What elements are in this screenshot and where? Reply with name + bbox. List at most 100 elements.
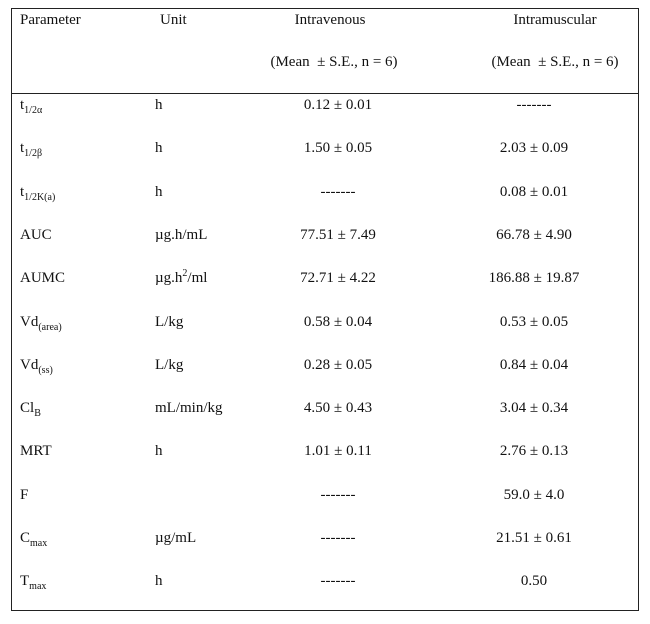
parameter-subscript: max xyxy=(30,538,48,549)
unit: h xyxy=(155,140,163,157)
parameter: Cl xyxy=(20,400,35,417)
unit: h xyxy=(155,97,163,113)
iv-value: 4.50 ± 0.43 xyxy=(303,400,373,417)
iv-value: ------- xyxy=(320,183,356,200)
im-cell: 59.0 ± 4.0 xyxy=(504,486,565,504)
iv-cell: ------- xyxy=(321,486,356,504)
parameter-cell: AUMC xyxy=(20,269,65,287)
parameter-cell: t1/2β xyxy=(20,139,43,160)
unit-cell: h xyxy=(155,139,163,157)
im-cell: 66.78 ± 4.90 xyxy=(496,226,572,244)
unit-cell: µg.h2/ml xyxy=(155,269,207,287)
im-cell: 0.84 ± 0.04 xyxy=(500,356,568,374)
parameter-cell: Vd(area) xyxy=(20,313,62,333)
iv-cell: 77.51 ± 7.49 xyxy=(300,226,376,244)
iv-cell: 1.01 ± 0.11 xyxy=(304,442,372,460)
parameter-cell: AUC xyxy=(20,226,52,244)
im-cell: 3.04 ± 0.34 xyxy=(500,399,568,417)
im-value: ------- xyxy=(516,97,552,113)
header-cell: Intramuscular xyxy=(513,11,596,29)
unit-cell: µg/mL xyxy=(155,529,196,547)
unit-rest: /ml xyxy=(187,270,208,287)
im-cell: 0.50 xyxy=(521,572,547,590)
parameter-cell: t1/2α xyxy=(20,96,43,116)
parameter-subscript: (ss) xyxy=(38,364,53,376)
parameter-subscript: 1/2α xyxy=(24,105,43,116)
iv-cell: 0.12 ± 0.01 xyxy=(304,96,372,114)
iv-cell: 1.50 ± 0.05 xyxy=(304,139,372,157)
iv-cell: ------- xyxy=(321,529,356,547)
header-cell: Intravenous xyxy=(295,11,366,29)
header-note: (Mean ± S.E., n = 6) xyxy=(491,54,619,70)
im-value: 0.08 ± 0.01 xyxy=(499,183,569,200)
parameter-cell: Vd(ss) xyxy=(20,356,53,376)
parameter: t xyxy=(20,140,25,157)
im-cell: 2.03 ± 0.09 xyxy=(500,139,568,157)
parameter-cell: t1/2K(a) xyxy=(20,183,56,203)
parameter-subscript: 1/2β xyxy=(24,148,43,160)
unit: h xyxy=(155,573,163,590)
unit: h xyxy=(155,183,163,200)
im-value: 0.53 ± 0.05 xyxy=(499,313,569,330)
parameter-cell: ClB xyxy=(20,399,41,420)
iv-cell: 0.28 ± 0.05 xyxy=(304,356,372,374)
unit-cell: h xyxy=(155,572,163,590)
unit: L/kg xyxy=(155,356,184,373)
parameter-cell: Tmax xyxy=(20,572,46,592)
parameter: Vd xyxy=(20,356,39,373)
im-value: 59.0 ± 4.0 xyxy=(503,486,565,503)
iv-cell: 72.71 ± 4.22 xyxy=(300,269,376,287)
parameter: MRT xyxy=(20,443,52,460)
header-label: Intramuscular xyxy=(513,12,597,28)
im-value: 2.76 ± 0.13 xyxy=(499,443,569,460)
im-value: 3.04 ± 0.34 xyxy=(499,400,569,417)
unit-cell: L/kg xyxy=(155,356,183,374)
iv-value: 0.58 ± 0.04 xyxy=(303,313,373,330)
iv-value: 0.28 ± 0.05 xyxy=(303,356,373,373)
header-label: Parameter xyxy=(20,12,81,28)
im-value: 21.51 ± 0.61 xyxy=(496,530,572,546)
parameter-cell: MRT xyxy=(20,442,52,460)
unit: h xyxy=(155,443,163,460)
iv-value: 77.51 ± 7.49 xyxy=(300,226,376,243)
unit-cell: L/kg xyxy=(155,313,183,331)
unit-cell: h xyxy=(155,96,163,114)
unit-superscript: 2 xyxy=(182,268,188,280)
im-value: 2.03 ± 0.09 xyxy=(499,140,569,157)
parameter-subscript: B xyxy=(34,408,41,420)
iv-cell: ------- xyxy=(321,572,356,590)
unit: mL/min/kg xyxy=(155,400,223,417)
im-value: 186.88 ± 19.87 xyxy=(488,270,580,287)
unit-cell: h xyxy=(155,183,163,201)
parameter: C xyxy=(20,530,31,546)
unit: L/kg xyxy=(155,313,184,330)
iv-value: 1.01 ± 0.11 xyxy=(304,443,372,460)
parameter-subscript: 1/2K(a) xyxy=(24,191,56,203)
im-value: 0.50 xyxy=(520,573,548,590)
unit: µg/mL xyxy=(155,530,197,546)
parameter: t xyxy=(20,183,25,200)
parameter: AUC xyxy=(20,226,52,243)
parameter-cell: F xyxy=(20,486,28,504)
iv-value: ------- xyxy=(320,530,356,546)
parameter: t xyxy=(20,97,25,113)
table-border xyxy=(11,8,639,611)
iv-value: ------- xyxy=(320,486,356,503)
im-cell: 21.51 ± 0.61 xyxy=(496,529,572,547)
iv-value: 1.50 ± 0.05 xyxy=(303,140,373,157)
im-cell: 2.76 ± 0.13 xyxy=(500,442,568,460)
header-cell: Unit xyxy=(160,11,187,29)
im-value: 0.84 ± 0.04 xyxy=(499,356,569,373)
parameter: AUMC xyxy=(20,270,66,287)
im-value: 66.78 ± 4.90 xyxy=(496,226,572,243)
header-rule xyxy=(11,93,638,94)
iv-cell: 0.58 ± 0.04 xyxy=(304,313,372,331)
header-label: Intravenous xyxy=(294,12,366,28)
iv-cell: ------- xyxy=(321,183,356,201)
im-cell: ------- xyxy=(517,96,552,114)
parameter-cell: Cmax xyxy=(20,529,48,549)
unit-cell: µg.h/mL xyxy=(155,226,207,244)
header-note-cell: (Mean ± S.E., n = 6) xyxy=(491,53,618,71)
im-cell: 0.53 ± 0.05 xyxy=(500,313,568,331)
